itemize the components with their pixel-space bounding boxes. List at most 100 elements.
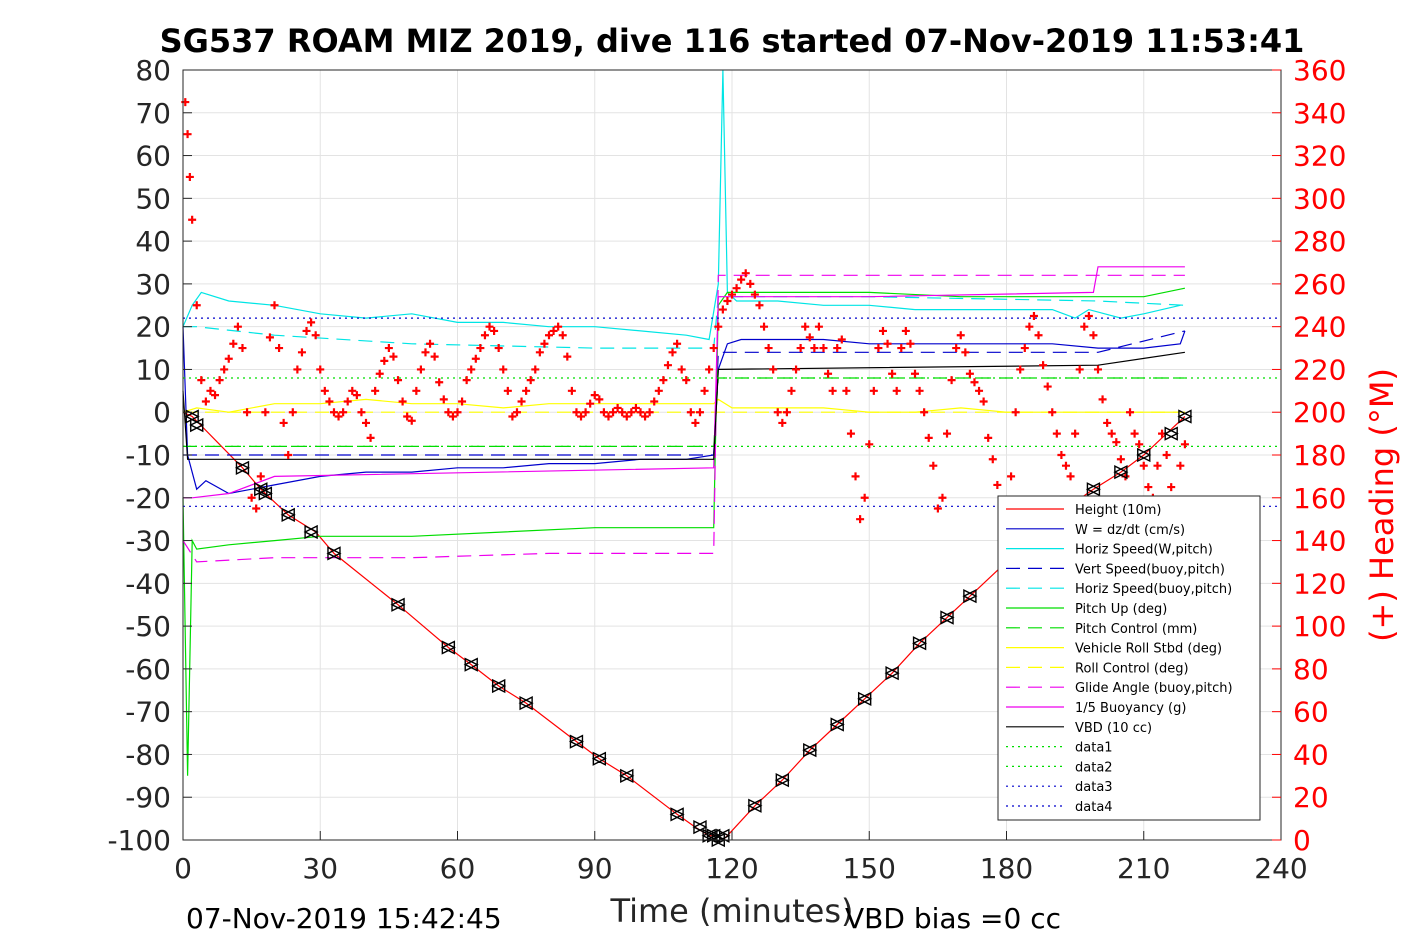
heading-point (645, 408, 654, 417)
heading-point (183, 130, 192, 139)
heading-point (609, 408, 618, 417)
x-tick-label: 30 (302, 852, 338, 885)
heading-point (380, 356, 389, 365)
y-right-tick-label: 120 (1293, 567, 1346, 600)
heading-layer (181, 98, 1189, 524)
heading-point (627, 408, 636, 417)
heading-point (467, 365, 476, 374)
heading-point (517, 397, 526, 406)
heading-point (846, 429, 855, 438)
depth-marker (802, 743, 818, 758)
heading-point (311, 331, 320, 340)
heading-point (220, 365, 229, 374)
heading-point (750, 290, 759, 299)
depth-marker (962, 589, 978, 604)
heading-point (1039, 361, 1048, 370)
heading-point (755, 301, 764, 310)
heading-point (1135, 440, 1144, 449)
heading-point (947, 376, 956, 385)
heading-point (764, 344, 773, 353)
heading-point (1029, 311, 1038, 320)
legend-label: data2 (1075, 760, 1113, 775)
heading-point (618, 408, 627, 417)
heading-point (1061, 461, 1070, 470)
heading-point (1052, 429, 1061, 438)
heading-point (860, 493, 869, 502)
heading-point (1103, 418, 1112, 427)
heading-point (1153, 461, 1162, 470)
legend: Height (10m) W = dz/dt (cm/s) Horiz Speed(… (997, 495, 1261, 821)
heading-point (558, 331, 567, 340)
y-right-tick-label: 200 (1293, 396, 1346, 429)
depth-marker (234, 460, 251, 475)
y-tick-label: -40 (125, 567, 171, 600)
heading-point (567, 386, 576, 395)
heading-point (709, 344, 718, 353)
heading-point (531, 365, 540, 374)
depth-marker (257, 486, 273, 501)
heading-point (924, 433, 933, 442)
heading-point (554, 322, 563, 331)
heading-point (229, 339, 238, 348)
legend-label: VBD (10 cc) (1075, 721, 1152, 736)
heading-point (1071, 429, 1080, 438)
heading-point (1107, 429, 1116, 438)
heading-point (357, 408, 366, 417)
x-axis-label: Time (minutes) (610, 892, 854, 930)
heading-point (302, 326, 311, 335)
heading-point (1075, 365, 1084, 374)
y-right-tick-label: 60 (1293, 696, 1329, 729)
heading-point (819, 344, 828, 353)
heading-point (1098, 395, 1107, 404)
heading-point (252, 504, 261, 513)
heading-point (787, 386, 796, 395)
heading-point (796, 344, 805, 353)
heading-point (801, 322, 810, 331)
heading-point (988, 455, 997, 464)
footer-vbd-bias: VBD bias =0 cc (845, 902, 1061, 935)
heading-point (233, 322, 242, 331)
x-tick-label: 180 (980, 852, 1033, 885)
depth-marker (1136, 447, 1152, 463)
depth-marker (440, 640, 456, 655)
heading-point (1162, 451, 1171, 459)
heading-point (975, 386, 984, 395)
x-tick-label: 240 (1254, 852, 1307, 885)
heading-point (1180, 440, 1189, 449)
heading-point (1139, 461, 1148, 470)
depth-marker (303, 524, 319, 540)
heading-point (362, 418, 370, 427)
heading-point (901, 326, 910, 335)
y-tick-label: -100 (107, 824, 171, 857)
y-axis-right-label: (+) Heading (°M) (1363, 368, 1401, 642)
heading-point (668, 348, 677, 357)
heading-point (631, 403, 640, 412)
depth-marker (619, 768, 635, 783)
heading-point (1011, 408, 1020, 417)
legend-label: Pitch Up (deg) (1075, 602, 1167, 617)
legend-label: Roll Control (deg) (1075, 661, 1189, 676)
heading-point (677, 365, 686, 374)
heading-point (284, 451, 293, 459)
y-tick-label: 50 (135, 182, 171, 215)
y-right-tick-label: 0 (1293, 824, 1311, 857)
heading-point (1016, 365, 1025, 374)
series-line (182, 398, 1185, 413)
y-tick-label: -60 (125, 653, 171, 686)
heading-point (851, 472, 860, 481)
y-right-tick-label: 260 (1293, 268, 1346, 301)
heading-point (412, 386, 421, 395)
heading-point (293, 365, 302, 374)
heading-point (508, 412, 517, 421)
heading-point (737, 275, 746, 284)
heading-point (398, 397, 407, 406)
heading-point (1144, 483, 1153, 492)
heading-point (943, 429, 952, 438)
heading-point (512, 408, 521, 417)
y-right-tick-label: 240 (1293, 311, 1346, 344)
heading-point (586, 399, 595, 408)
heading-point (654, 386, 663, 395)
depth-marker (390, 597, 406, 612)
heading-point (906, 339, 915, 348)
